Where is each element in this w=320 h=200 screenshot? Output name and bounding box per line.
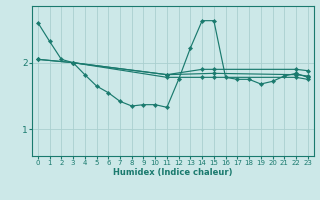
X-axis label: Humidex (Indice chaleur): Humidex (Indice chaleur) (113, 168, 233, 177)
